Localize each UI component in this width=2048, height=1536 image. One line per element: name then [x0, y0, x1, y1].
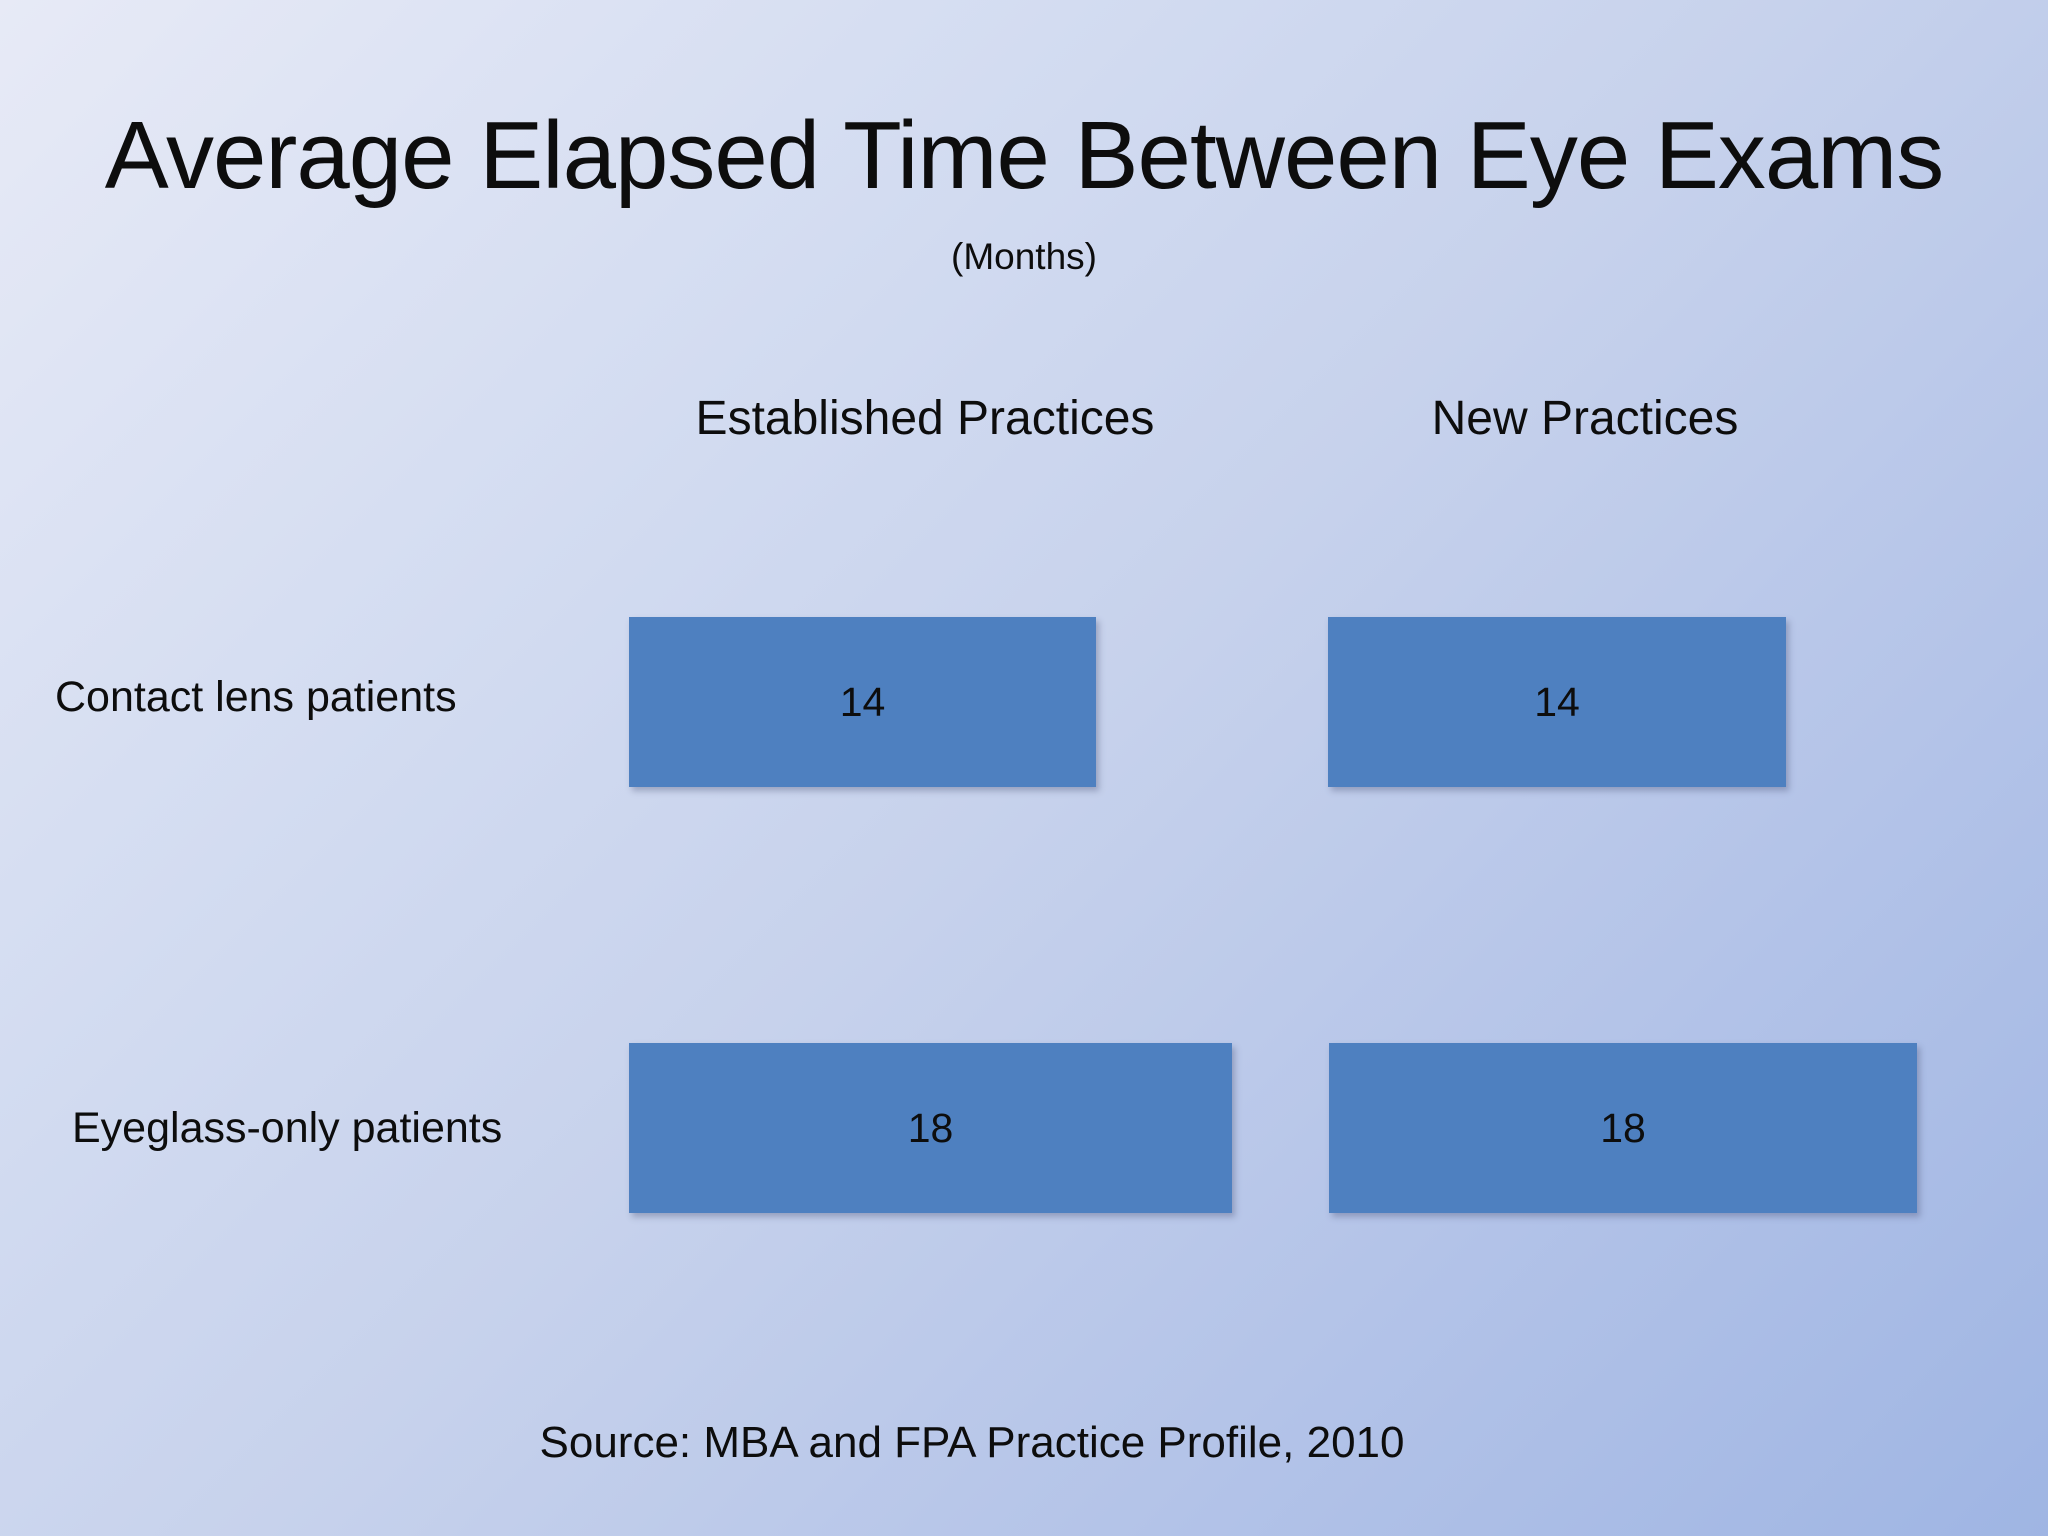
- category-label-contact-lens-patients: Contact lens patients: [55, 673, 457, 721]
- bar-eyeglass-only-new: 18: [1329, 1043, 1917, 1213]
- source-note: Source: MBA and FPA Practice Profile, 20…: [539, 1418, 1405, 1467]
- bar-value-contact-lens-new: 14: [1534, 678, 1580, 725]
- bar-contact-lens-new: 14: [1328, 617, 1786, 787]
- bar-eyeglass-only-established: 18: [629, 1043, 1232, 1213]
- chart-title: Average Elapsed Time Between Eye Exams: [104, 102, 1945, 209]
- bar-value-contact-lens-established: 14: [839, 678, 886, 725]
- bar-value-eyeglass-only-new: 18: [1600, 1104, 1646, 1151]
- column-header-new-practices: New Practices: [1431, 392, 1739, 445]
- bar-contact-lens-established: 14: [629, 617, 1096, 787]
- bar-value-eyeglass-only-established: 18: [907, 1104, 954, 1151]
- category-label-eyeglass-only-patients: Eyeglass-only patients: [72, 1104, 503, 1152]
- chart-subtitle-units: (Months): [951, 236, 1097, 277]
- column-header-established-practices: Established Practices: [695, 392, 1155, 445]
